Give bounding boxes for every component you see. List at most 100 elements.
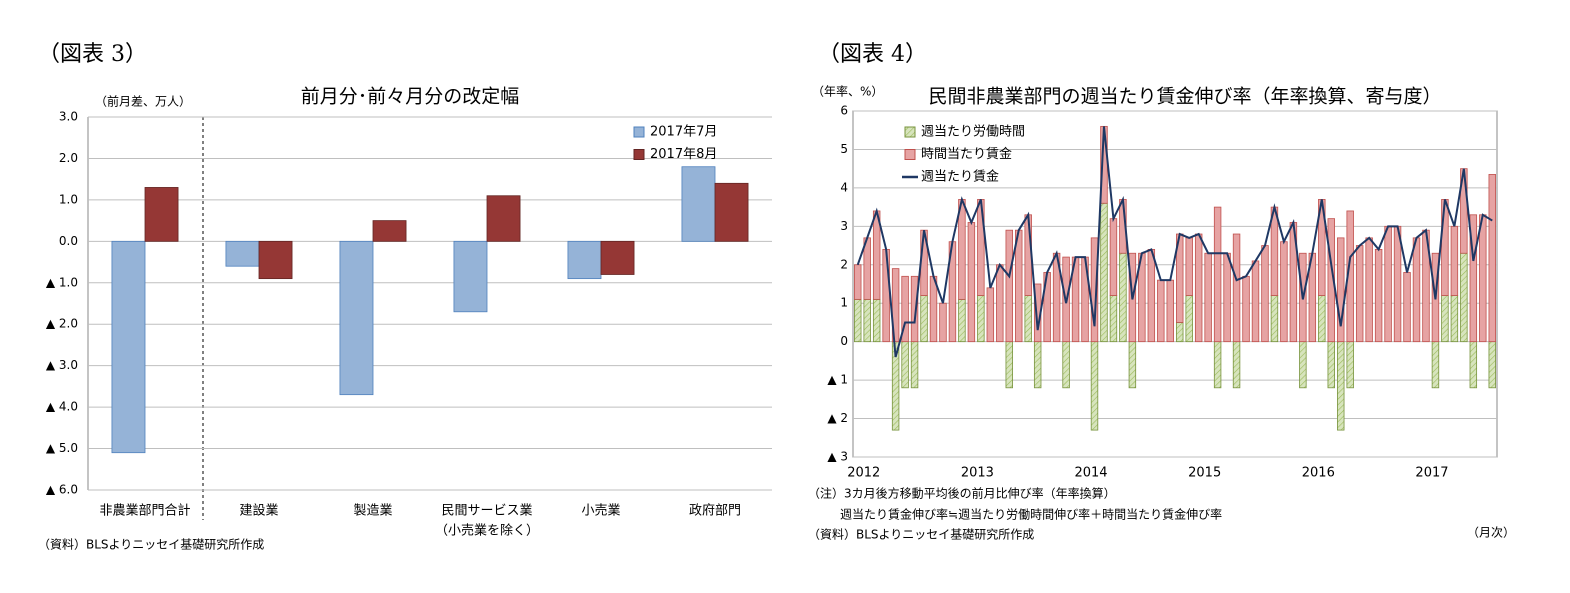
bar [986, 287, 995, 343]
y-tick-label: 3.0 [59, 110, 78, 124]
y-tick-label: ▲ 2 [827, 411, 848, 425]
bar [1062, 341, 1070, 389]
bar [901, 275, 909, 343]
legend-swatch [633, 126, 645, 138]
bar [958, 298, 966, 343]
bar [681, 166, 716, 242]
y-tick-label: 2.0 [59, 151, 78, 165]
bar [1232, 341, 1241, 389]
bar [872, 298, 881, 343]
bar [1090, 237, 1099, 343]
bar [1185, 237, 1193, 296]
bar [1261, 245, 1269, 343]
bar [1147, 248, 1156, 343]
x-tick-label: 2012 [847, 466, 880, 481]
bar [225, 240, 260, 267]
note: 週当たり賃金伸び率≒週当たり労働時間伸び率＋時間当たり賃金伸び率 [840, 507, 1222, 522]
bar [901, 341, 909, 389]
bar [1337, 237, 1345, 343]
y-tick-label: ▲ 3.0 [46, 358, 78, 372]
bar [1128, 341, 1137, 389]
y-tick-label: 4 [840, 180, 848, 194]
x-tick-label: 2015 [1188, 466, 1221, 481]
bar [1488, 341, 1496, 389]
bar [1460, 252, 1468, 343]
bar [339, 240, 374, 396]
bar [929, 275, 938, 343]
y-tick-label: ▲ 1 [827, 373, 848, 387]
x-tick-label: 非農業部門合計 [99, 503, 190, 519]
y-tick-label: ▲ 2.0 [46, 317, 78, 331]
bar [1412, 237, 1421, 343]
bar [144, 187, 179, 242]
bar [1204, 252, 1212, 343]
x-tick-sublabel: （小売業を除く） [435, 523, 539, 539]
bar [1393, 225, 1402, 343]
bar [1176, 322, 1184, 343]
bar [1327, 341, 1335, 389]
x-axis-label: （月次） [1467, 526, 1515, 540]
source: （資料）BLSよりニッセイ基礎研究所作成 [38, 537, 264, 552]
bar [910, 275, 919, 343]
chart-title: 民間非農業部門の週当たり賃金伸び率（年率換算、寄与度） [928, 86, 1441, 108]
bar [1299, 341, 1307, 389]
bar [453, 240, 488, 313]
bar [258, 240, 293, 280]
bar [1100, 202, 1108, 343]
x-tick-label: 建設業 [239, 503, 278, 519]
bar [1005, 341, 1013, 389]
bar [1488, 174, 1496, 343]
chart-title: 前月分･前々月分の改定幅 [301, 86, 520, 108]
bar [486, 195, 521, 242]
y-tick-label: ▲ 3 [827, 450, 848, 464]
bar [1479, 214, 1487, 343]
y-tick-label: 0.0 [59, 234, 78, 248]
bar [1365, 237, 1373, 343]
bar [1270, 295, 1279, 343]
figure-label: （図表 4） [818, 42, 927, 67]
y-axis-label: （年率、%） [812, 84, 883, 99]
x-tick-label: 2017 [1415, 466, 1448, 481]
bar [1403, 272, 1411, 343]
bar [1119, 252, 1127, 343]
bar [1213, 206, 1222, 343]
bar [882, 248, 890, 343]
y-tick-label: 0 [840, 334, 848, 348]
bar [1450, 295, 1459, 343]
legend-label: 週当たり賃金 [921, 169, 999, 185]
bar [891, 268, 900, 343]
bar [854, 298, 862, 343]
y-tick-label: 1 [840, 296, 848, 310]
bar [1431, 341, 1440, 389]
y-axis-label: （前月差、万人） [95, 94, 191, 109]
bar [1185, 295, 1193, 343]
bar [1005, 229, 1013, 343]
bar [1213, 341, 1222, 389]
bar [1280, 241, 1288, 343]
x-tick-label: 政府部門 [689, 504, 741, 519]
bar [1469, 341, 1478, 389]
bar [939, 302, 947, 343]
legend-label: 2017年7月 [650, 125, 717, 140]
y-tick-label: ▲ 1.0 [46, 275, 78, 289]
bar [1157, 279, 1165, 343]
bar [1223, 252, 1231, 343]
legend-label: 時間当たり賃金 [921, 146, 1012, 162]
bar [372, 220, 407, 242]
bar [977, 295, 985, 343]
bar [1450, 225, 1459, 296]
legend-swatch [904, 126, 916, 138]
x-tick-label: 2013 [961, 466, 994, 481]
bar [1166, 279, 1174, 343]
bar [920, 295, 928, 343]
y-tick-label: 5 [840, 142, 848, 156]
x-tick-label: 民間サービス業 [441, 503, 532, 519]
bar [1242, 275, 1250, 343]
x-tick-label: 製造業 [353, 503, 392, 519]
legend-label: 2017年8月 [650, 147, 717, 162]
legend-label: 週当たり労働時間 [921, 125, 1025, 140]
bar [1033, 341, 1042, 389]
y-tick-label: 3 [840, 219, 848, 233]
